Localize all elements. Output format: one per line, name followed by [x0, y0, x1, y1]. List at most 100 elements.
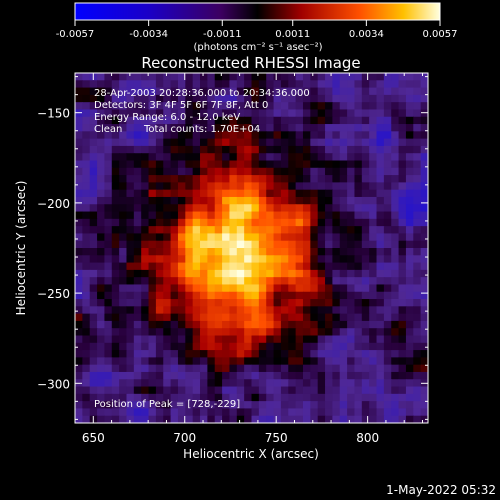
heatmap-cell	[383, 167, 392, 176]
heatmap-cell	[361, 167, 370, 176]
heatmap-cell	[111, 87, 120, 96]
heatmap-cell	[111, 189, 120, 198]
heatmap-cell	[75, 189, 83, 198]
heatmap-cell	[104, 218, 113, 227]
heatmap-cell	[258, 189, 267, 198]
axes: 650 700 750 800−150−200−250−300	[37, 73, 428, 445]
heatmap-cell	[376, 313, 385, 322]
heatmap-cell	[82, 277, 91, 286]
heatmap-cell	[141, 313, 150, 322]
heatmap-cell	[325, 342, 333, 351]
heatmap-cell	[420, 73, 428, 81]
heatmap-cell	[177, 255, 186, 264]
heatmap-cell	[192, 291, 201, 300]
heatmap-cell	[354, 350, 363, 358]
heatmap-cell	[391, 240, 400, 249]
heatmap-cell	[170, 196, 179, 205]
heatmap-cell	[133, 313, 142, 322]
heatmap-cell	[155, 138, 164, 147]
heatmap-cell	[170, 109, 179, 118]
heatmap-cell	[383, 320, 392, 329]
heatmap-cell	[111, 350, 120, 358]
heatmap-cell	[339, 153, 348, 162]
heatmap-cell	[222, 248, 231, 256]
heatmap-cell	[148, 153, 157, 162]
heatmap-cell	[273, 80, 282, 89]
heatmap-cell	[413, 138, 422, 147]
heatmap-cell	[89, 160, 98, 169]
heatmap-cell	[104, 131, 113, 140]
heatmap-cell	[119, 233, 128, 242]
heatmap-cell	[75, 145, 83, 154]
heatmap-cell	[133, 350, 142, 358]
heatmap-cell	[369, 342, 378, 351]
heatmap-cell	[97, 401, 106, 410]
heatmap-cell	[177, 145, 186, 154]
heatmap-cell	[391, 342, 400, 351]
heatmap-cell	[266, 269, 275, 278]
heatmap-cell	[420, 342, 428, 351]
heatmap-cell	[200, 87, 208, 96]
heatmap-cell	[214, 415, 223, 423]
heatmap-cell	[111, 73, 120, 81]
heatmap-cell	[332, 153, 341, 162]
x-tick-label: 750	[265, 431, 288, 445]
heatmap-cell	[280, 393, 289, 402]
heatmap-cell	[332, 160, 341, 169]
heatmap-cell	[251, 408, 260, 417]
heatmap-cell	[200, 211, 208, 220]
heatmap-cell	[214, 335, 223, 344]
heatmap-cell	[383, 415, 392, 423]
heatmap-cell	[376, 364, 385, 373]
heatmap-cell	[163, 342, 172, 351]
heatmap-cell	[97, 102, 106, 111]
heatmap-cell	[177, 379, 186, 388]
heatmap-cell	[141, 87, 150, 96]
heatmap-cell	[376, 291, 385, 300]
heatmap-cell	[155, 320, 164, 329]
heatmap-cell	[347, 102, 356, 111]
heatmap-cell	[266, 357, 275, 366]
heatmap-cell	[214, 196, 223, 205]
heatmap-cell	[361, 189, 370, 198]
heatmap-cell	[148, 80, 157, 89]
heatmap-cell	[391, 357, 400, 366]
heatmap-cell	[339, 342, 348, 351]
heatmap-cell	[97, 335, 106, 344]
heatmap-cell	[413, 408, 422, 417]
heatmap-cell	[288, 291, 297, 300]
heatmap-cell	[141, 335, 150, 344]
heatmap-cell	[251, 277, 260, 286]
heatmap-cell	[236, 379, 245, 388]
heatmap-cell	[310, 240, 319, 249]
heatmap-cell	[229, 204, 238, 213]
heatmap-cell	[325, 291, 333, 300]
heatmap-cell	[295, 277, 304, 286]
heatmap-cell	[295, 167, 304, 176]
heatmap-cell	[391, 350, 400, 358]
heatmap-cell	[126, 182, 135, 191]
heatmap-cell	[89, 204, 98, 213]
heatmap-cell	[141, 189, 150, 198]
heatmap-cell	[177, 182, 186, 191]
heatmap-cell	[82, 102, 91, 111]
heatmap-cell	[369, 357, 378, 366]
heatmap-cell	[207, 204, 216, 213]
heatmap-cell	[347, 269, 356, 278]
heatmap-cell	[111, 153, 120, 162]
heatmap-cell	[413, 255, 422, 264]
heatmap-cell	[192, 102, 201, 111]
heatmap-cell	[398, 379, 407, 388]
heatmap-cell	[104, 240, 113, 249]
heatmap-cell	[361, 80, 370, 89]
heatmap-cell	[413, 153, 422, 162]
heatmap-cell	[126, 87, 135, 96]
heatmap-cell	[126, 269, 135, 278]
heatmap-cell	[119, 291, 128, 300]
heatmap-cell	[82, 73, 91, 81]
heatmap-cell	[97, 320, 106, 329]
heatmap-cell	[207, 226, 216, 235]
heatmap-cell	[236, 313, 245, 322]
heatmap-cell	[383, 182, 392, 191]
heatmap-cell	[214, 233, 223, 242]
